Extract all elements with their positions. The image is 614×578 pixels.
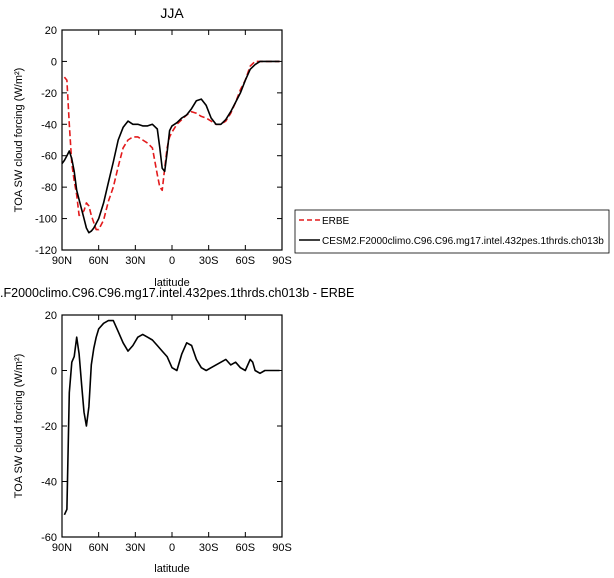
bottom-x-axis-label: latitude xyxy=(154,563,189,575)
bottom-xtick-label-2: 30N xyxy=(125,542,145,554)
bottom-panel-title: I2.F2000climo.C96.C96.mg17.intel.432pes.… xyxy=(0,286,354,300)
top-ytick-label-7: -120 xyxy=(35,245,57,257)
top-plot-frame xyxy=(61,29,283,251)
bottom-y-axis: 20 0 -20 -40 -60 xyxy=(41,310,282,544)
top-ytick-label-5: -80 xyxy=(41,182,57,194)
top-panel-title: JJA xyxy=(160,5,184,21)
bottom-xtick-label-6: 90S xyxy=(272,542,292,554)
top-ytick-label-3: -40 xyxy=(41,119,57,131)
bottom-panel: I2.F2000climo.C96.C96.mg17.intel.432pes.… xyxy=(0,286,354,575)
bottom-plot-frame xyxy=(61,314,283,538)
bottom-xtick-label-5: 60S xyxy=(236,542,256,554)
top-ytick-label-0: 20 xyxy=(45,25,57,37)
bottom-xtick-label-1: 60N xyxy=(89,542,109,554)
top-series-line-0 xyxy=(63,60,280,231)
bottom-ytick-label-2: -20 xyxy=(41,421,57,433)
top-ytick-label-6: -100 xyxy=(35,214,57,226)
legend-box xyxy=(294,209,610,254)
bottom-ytick-label-3: -40 xyxy=(41,477,57,489)
bottom-series-line-0 xyxy=(63,319,280,516)
bottom-xtick-label-4: 30S xyxy=(199,542,219,554)
top-ytick-label-2: -20 xyxy=(41,88,57,100)
bottom-xtick-label-3: 0 xyxy=(169,542,175,554)
legend: ERBE CESM2.F2000climo.C96.C96.mg17.intel… xyxy=(294,209,610,254)
top-xtick-label-6: 90S xyxy=(272,255,292,267)
bottom-ytick-label-0: 20 xyxy=(45,310,57,322)
top-y-axis: 20 0 -20 -40 -60 -80 -100 -120 xyxy=(35,25,282,257)
top-series-group xyxy=(61,60,280,234)
top-ytick-label-4: -60 xyxy=(41,151,57,163)
top-xtick-label-1: 60N xyxy=(89,255,109,267)
top-x-axis-label: latitude xyxy=(154,277,189,289)
bottom-ytick-label-1: 0 xyxy=(51,366,57,378)
bottom-y-axis-label: TOA SW cloud forcing (W/m²) xyxy=(13,354,25,499)
top-xtick-label-5: 60S xyxy=(236,255,256,267)
top-xtick-label-2: 30N xyxy=(125,255,145,267)
top-y-axis-label: TOA SW cloud forcing (W/m²) xyxy=(13,68,25,213)
legend-cesm-label: CESM2.F2000climo.C96.C96.mg17.intel.432p… xyxy=(322,236,604,247)
top-xtick-label-4: 30S xyxy=(199,255,219,267)
top-panel: JJA 20 0 -20 -40 -60 -80 -100 -120 90N 60N 30N 0 30… xyxy=(13,5,292,289)
bottom-ytick-label-4: -60 xyxy=(41,532,57,544)
top-xtick-label-0: 90N xyxy=(52,255,72,267)
bottom-x-axis: 90N 60N 30N 0 30S 60S 90S xyxy=(52,315,292,554)
top-x-axis: 90N 60N 30N 0 30S 60S 90S xyxy=(52,30,292,267)
top-ytick-label-1: 0 xyxy=(51,56,57,68)
bottom-xtick-label-0: 90N xyxy=(52,542,72,554)
top-xtick-label-3: 0 xyxy=(169,255,175,267)
bottom-series-group xyxy=(63,319,280,516)
top-series-line-1 xyxy=(61,60,280,234)
legend-erbe-label: ERBE xyxy=(322,216,350,227)
